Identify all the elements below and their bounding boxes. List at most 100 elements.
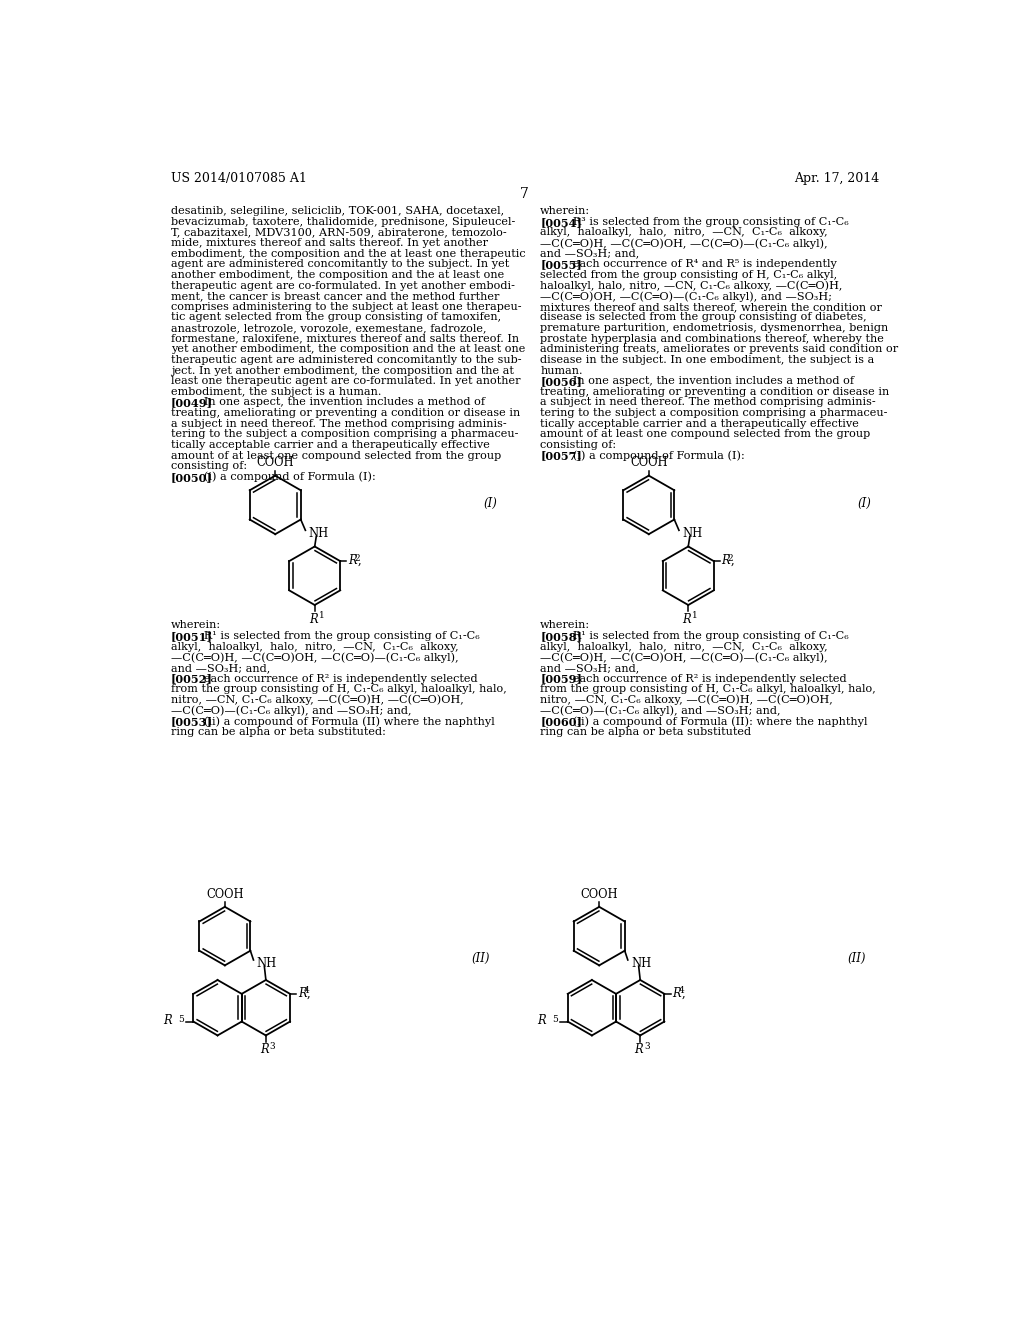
Text: selected from the group consisting of H, C₁-C₆ alkyl,: selected from the group consisting of H,… [541, 269, 838, 280]
Text: US 2014/0107085 A1: US 2014/0107085 A1 [171, 173, 306, 185]
Text: R: R [722, 554, 730, 566]
Text: NH: NH [257, 957, 276, 970]
Text: COOH: COOH [256, 457, 294, 470]
Text: wherein:: wherein: [541, 620, 591, 631]
Text: consisting of:: consisting of: [171, 461, 247, 471]
Text: prostate hyperplasia and combinations thereof, whereby the: prostate hyperplasia and combinations th… [541, 334, 884, 343]
Text: least one therapeutic agent are co-formulated. In yet another: least one therapeutic agent are co-formu… [171, 376, 520, 387]
Text: formestane, raloxifene, mixtures thereof and salts thereof. In: formestane, raloxifene, mixtures thereof… [171, 334, 519, 343]
Text: a subject in need thereof. The method comprising adminis-: a subject in need thereof. The method co… [171, 418, 506, 429]
Text: NH: NH [631, 957, 651, 970]
Text: mide, mixtures thereof and salts thereof. In yet another: mide, mixtures thereof and salts thereof… [171, 238, 487, 248]
Text: (ii) a compound of Formula (II) where the naphthyl: (ii) a compound of Formula (II) where th… [193, 715, 495, 726]
Text: [0051]: [0051] [171, 631, 213, 642]
Text: tically acceptable carrier and a therapeutically effective: tically acceptable carrier and a therape… [541, 418, 859, 429]
Text: from the group consisting of H, C₁-C₆ alkyl, haloalkyl, halo,: from the group consisting of H, C₁-C₆ al… [541, 684, 877, 694]
Text: —C(C═O)H, —C(C═O)OH, —C(C═O)—(C₁-C₆ alkyl),: —C(C═O)H, —C(C═O)OH, —C(C═O)—(C₁-C₆ alky… [541, 238, 828, 248]
Text: 5: 5 [552, 1015, 558, 1024]
Text: treating, ameliorating or preventing a condition or disease in: treating, ameliorating or preventing a c… [541, 387, 890, 397]
Text: T, cabazitaxel, MDV3100, ARN-509, abiraterone, temozolo-: T, cabazitaxel, MDV3100, ARN-509, abirat… [171, 227, 506, 238]
Text: R: R [163, 1014, 172, 1027]
Text: 1: 1 [692, 611, 698, 620]
Text: wherein:: wherein: [171, 620, 221, 631]
Text: (i) a compound of Formula (I):: (i) a compound of Formula (I): [193, 471, 376, 482]
Text: alkyl,  haloalkyl,  halo,  nitro,  —CN,  C₁-C₆  alkoxy,: alkyl, haloalkyl, halo, nitro, —CN, C₁-C… [171, 642, 459, 652]
Text: —C(C═O)—(C₁-C₆ alkyl), and —SO₃H; and,: —C(C═O)—(C₁-C₆ alkyl), and —SO₃H; and, [541, 705, 780, 715]
Text: 3: 3 [269, 1041, 275, 1051]
Text: (II): (II) [847, 952, 865, 965]
Text: (i) a compound of Formula (I):: (i) a compound of Formula (I): [562, 450, 745, 461]
Text: —C(C═O)H, —C(C═O)OH, —C(C═O)—(C₁-C₆ alkyl),: —C(C═O)H, —C(C═O)OH, —C(C═O)—(C₁-C₆ alky… [541, 652, 828, 663]
Text: ject. In yet another embodiment, the composition and the at: ject. In yet another embodiment, the com… [171, 366, 513, 375]
Text: [0059]: [0059] [541, 673, 583, 685]
Text: R: R [634, 1043, 643, 1056]
Text: amount of at least one compound selected from the group: amount of at least one compound selected… [171, 450, 501, 461]
Text: COOH: COOH [581, 887, 618, 900]
Text: R: R [298, 986, 306, 999]
Text: R: R [672, 986, 681, 999]
Text: NH: NH [682, 527, 702, 540]
Text: R: R [682, 612, 691, 626]
Text: amount of at least one compound selected from the group: amount of at least one compound selected… [541, 429, 870, 440]
Text: anastrozole, letrozole, vorozole, exemestane, fadrozole,: anastrozole, letrozole, vorozole, exemes… [171, 323, 486, 333]
Text: [0055]: [0055] [541, 259, 582, 271]
Text: [0056]: [0056] [541, 376, 583, 387]
Text: [0057]: [0057] [541, 450, 582, 462]
Text: and —SO₃H; and,: and —SO₃H; and, [541, 663, 640, 673]
Text: 4: 4 [304, 986, 309, 995]
Text: tically acceptable carrier and a therapeutically effective: tically acceptable carrier and a therape… [171, 440, 489, 450]
Text: Apr. 17, 2014: Apr. 17, 2014 [794, 173, 879, 185]
Text: R³ is selected from the group consisting of C₁-C₆: R³ is selected from the group consisting… [562, 216, 849, 227]
Text: consisting of:: consisting of: [541, 440, 616, 450]
Text: yet another embodiment, the composition and the at least one: yet another embodiment, the composition … [171, 345, 525, 354]
Text: embodiment, the subject is a human.: embodiment, the subject is a human. [171, 387, 381, 397]
Text: disease is selected from the group consisting of diabetes,: disease is selected from the group consi… [541, 313, 867, 322]
Text: [0050]: [0050] [171, 471, 212, 483]
Text: ,: , [357, 554, 360, 566]
Text: nitro, —CN, C₁-C₆ alkoxy, —C(C═O)H, —C(C═O)OH,: nitro, —CN, C₁-C₆ alkoxy, —C(C═O)H, —C(C… [171, 694, 464, 705]
Text: therapeutic agent are administered concomitantly to the sub-: therapeutic agent are administered conco… [171, 355, 521, 364]
Text: disease in the subject. In one embodiment, the subject is a: disease in the subject. In one embodimen… [541, 355, 874, 364]
Text: R: R [260, 1043, 268, 1056]
Text: (II): (II) [471, 952, 489, 965]
Text: comprises administering to the subject at least one therapeu-: comprises administering to the subject a… [171, 302, 521, 312]
Text: embodiment, the composition and the at least one therapeutic: embodiment, the composition and the at l… [171, 248, 525, 259]
Text: (ii) a compound of Formula (II): where the naphthyl: (ii) a compound of Formula (II): where t… [562, 715, 867, 726]
Text: wherein:: wherein: [541, 206, 591, 216]
Text: R¹ is selected from the group consisting of C₁-C₆: R¹ is selected from the group consisting… [193, 631, 479, 642]
Text: ,: , [731, 554, 734, 566]
Text: ,: , [307, 986, 310, 999]
Text: —C(C═O)H, —C(C═O)OH, —C(C═O)—(C₁-C₆ alkyl),: —C(C═O)H, —C(C═O)OH, —C(C═O)—(C₁-C₆ alky… [171, 652, 459, 663]
Text: premature parturition, endometriosis, dysmenorrhea, benign: premature parturition, endometriosis, dy… [541, 323, 889, 333]
Text: each occurrence of R² is independently selected: each occurrence of R² is independently s… [193, 673, 477, 684]
Text: therapeutic agent are co-formulated. In yet another embodi-: therapeutic agent are co-formulated. In … [171, 281, 514, 290]
Text: ring can be alpha or beta substituted: ring can be alpha or beta substituted [541, 726, 752, 737]
Text: 5: 5 [178, 1015, 183, 1024]
Text: (I): (I) [483, 498, 498, 511]
Text: In one aspect, the invention includes a method of: In one aspect, the invention includes a … [562, 376, 854, 387]
Text: —C(C═O)OH, —C(C═O)—(C₁-C₆ alkyl), and —SO₃H;: —C(C═O)OH, —C(C═O)—(C₁-C₆ alkyl), and —S… [541, 292, 833, 302]
Text: tering to the subject a composition comprising a pharmaceu-: tering to the subject a composition comp… [171, 429, 518, 440]
Text: another embodiment, the composition and the at least one: another embodiment, the composition and … [171, 269, 504, 280]
Text: 2: 2 [728, 553, 733, 562]
Text: administering treats, ameliorates or prevents said condition or: administering treats, ameliorates or pre… [541, 345, 898, 354]
Text: and —SO₃H; and,: and —SO₃H; and, [541, 248, 640, 259]
Text: [0058]: [0058] [541, 631, 583, 642]
Text: In one aspect, the invention includes a method of: In one aspect, the invention includes a … [193, 397, 484, 408]
Text: bevacizumab, taxotere, thalidomide, prednisone, Sipuleucel-: bevacizumab, taxotere, thalidomide, pred… [171, 216, 515, 227]
Text: each occurrence of R² is independently selected: each occurrence of R² is independently s… [562, 673, 847, 684]
Text: 1: 1 [318, 611, 325, 620]
Text: agent are administered concomitantly to the subject. In yet: agent are administered concomitantly to … [171, 259, 509, 269]
Text: NH: NH [308, 527, 329, 540]
Text: 2: 2 [354, 553, 359, 562]
Text: ment, the cancer is breast cancer and the method further: ment, the cancer is breast cancer and th… [171, 292, 499, 301]
Text: haloalkyl, halo, nitro, —CN, C₁-C₆ alkoxy, —C(C═O)H,: haloalkyl, halo, nitro, —CN, C₁-C₆ alkox… [541, 281, 843, 292]
Text: R: R [309, 612, 317, 626]
Text: [0054]: [0054] [541, 216, 583, 228]
Text: tic agent selected from the group consisting of tamoxifen,: tic agent selected from the group consis… [171, 313, 501, 322]
Text: COOH: COOH [206, 887, 244, 900]
Text: [0052]: [0052] [171, 673, 213, 685]
Text: tering to the subject a composition comprising a pharmaceu-: tering to the subject a composition comp… [541, 408, 888, 418]
Text: ,: , [681, 986, 685, 999]
Text: from the group consisting of H, C₁-C₆ alkyl, haloalkyl, halo,: from the group consisting of H, C₁-C₆ al… [171, 684, 507, 694]
